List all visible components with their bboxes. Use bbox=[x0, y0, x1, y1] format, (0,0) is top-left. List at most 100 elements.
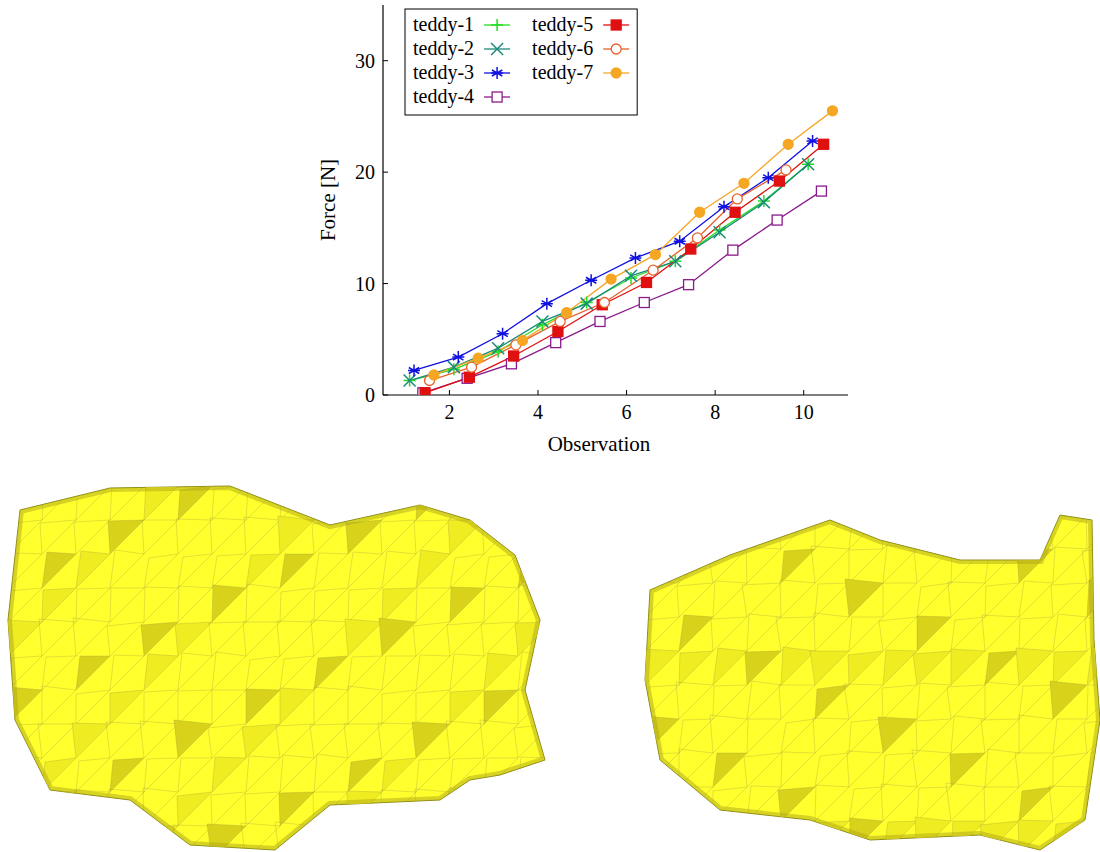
x-tick-label: 2 bbox=[444, 401, 454, 423]
point bbox=[629, 252, 641, 264]
point bbox=[509, 351, 519, 361]
point bbox=[714, 224, 726, 236]
mesh-facet bbox=[71, 826, 110, 852]
mesh-facet bbox=[674, 515, 713, 549]
mesh-facet bbox=[144, 654, 178, 690]
mesh-facet bbox=[37, 826, 76, 852]
point bbox=[802, 158, 814, 170]
mesh-facet bbox=[747, 681, 781, 719]
mesh-facet bbox=[3, 826, 42, 852]
mesh-facet bbox=[278, 516, 314, 554]
mesh-facet bbox=[951, 649, 985, 685]
mesh-facet bbox=[280, 588, 314, 622]
mesh-facet bbox=[416, 588, 450, 622]
mesh-facet bbox=[946, 783, 985, 821]
mesh-facet bbox=[243, 622, 280, 656]
point bbox=[669, 255, 681, 267]
mesh-facet bbox=[314, 687, 348, 724]
mesh-facet bbox=[781, 719, 815, 753]
x-tick-label: 10 bbox=[794, 401, 814, 423]
mesh-facet bbox=[6, 520, 42, 554]
mesh-facet bbox=[210, 518, 246, 554]
point bbox=[758, 196, 770, 208]
mesh-facet bbox=[676, 682, 713, 719]
mesh-facet bbox=[244, 517, 280, 554]
mesh-facet bbox=[178, 758, 212, 792]
point bbox=[642, 277, 652, 287]
mesh-facet bbox=[518, 486, 552, 520]
mesh-facet bbox=[41, 791, 76, 826]
mesh-facet bbox=[76, 690, 110, 724]
mesh-facet bbox=[110, 550, 144, 588]
legend-sample-marker bbox=[611, 20, 621, 30]
mesh-facet bbox=[447, 622, 484, 656]
mesh-facet bbox=[917, 787, 951, 821]
mesh-facet bbox=[110, 758, 144, 792]
point bbox=[758, 195, 770, 207]
mesh-facet bbox=[450, 587, 484, 622]
mesh-facet bbox=[380, 520, 416, 554]
point bbox=[497, 328, 509, 340]
mesh-facet bbox=[747, 821, 781, 852]
mesh-body bbox=[8, 486, 545, 850]
mesh-facet bbox=[382, 551, 416, 588]
mesh-facet bbox=[917, 583, 951, 617]
mesh-facet bbox=[813, 718, 849, 753]
point bbox=[467, 362, 477, 372]
mesh-facet bbox=[710, 715, 747, 753]
mesh-facet bbox=[951, 617, 985, 651]
chart: 2468100102030ObservationForce [N]teddy-1… bbox=[0, 0, 1100, 852]
mesh-facet bbox=[105, 826, 144, 852]
mesh-facet bbox=[951, 515, 985, 549]
mesh-facet bbox=[950, 753, 985, 787]
legend-sample-marker bbox=[611, 68, 621, 78]
mesh-facet bbox=[484, 653, 518, 690]
mesh-facet bbox=[747, 614, 781, 651]
mesh-facet bbox=[883, 753, 917, 787]
mesh-facet bbox=[176, 519, 212, 554]
axes: 2468100102030 bbox=[355, 5, 848, 423]
mesh-facet bbox=[277, 621, 314, 656]
point bbox=[650, 250, 660, 260]
mesh-facet bbox=[985, 682, 1019, 719]
point bbox=[669, 255, 681, 267]
mesh-facet bbox=[275, 822, 314, 852]
mesh-facet bbox=[1051, 583, 1087, 617]
mesh-facet bbox=[849, 617, 883, 651]
series-line bbox=[423, 191, 822, 393]
mesh-facet bbox=[246, 584, 280, 622]
mesh-facet bbox=[985, 651, 1019, 685]
mesh-facet bbox=[106, 722, 144, 758]
point bbox=[772, 215, 782, 225]
point bbox=[581, 297, 593, 309]
mesh-right bbox=[641, 511, 1100, 852]
mesh-facet bbox=[74, 520, 110, 554]
mesh-facet bbox=[40, 520, 76, 554]
mesh-facet bbox=[480, 720, 518, 758]
mesh-facet bbox=[76, 551, 110, 588]
mesh-facet bbox=[445, 826, 484, 852]
point bbox=[639, 298, 649, 308]
mesh-facet bbox=[845, 579, 883, 617]
mesh-facet bbox=[246, 689, 280, 724]
mesh-facet bbox=[416, 690, 450, 724]
mesh-facet bbox=[917, 511, 951, 549]
mesh-facet bbox=[1053, 719, 1087, 753]
mesh-facet bbox=[815, 515, 849, 549]
series-line bbox=[410, 164, 809, 380]
point bbox=[536, 315, 548, 327]
mesh-facet bbox=[381, 790, 416, 826]
mesh-facet bbox=[379, 618, 416, 656]
mesh-facet bbox=[348, 656, 382, 690]
mesh-facet bbox=[643, 549, 679, 583]
mesh-facet bbox=[209, 622, 246, 656]
x-tick-label: 4 bbox=[533, 401, 543, 423]
mesh-facet bbox=[984, 787, 1019, 821]
x-tick bbox=[538, 390, 539, 395]
mesh-facet bbox=[815, 583, 849, 617]
mesh-facet bbox=[348, 552, 382, 588]
mesh-facet bbox=[679, 821, 713, 852]
mesh-facet bbox=[413, 622, 450, 656]
mesh-facet bbox=[110, 588, 144, 622]
mesh-facet bbox=[348, 686, 382, 724]
